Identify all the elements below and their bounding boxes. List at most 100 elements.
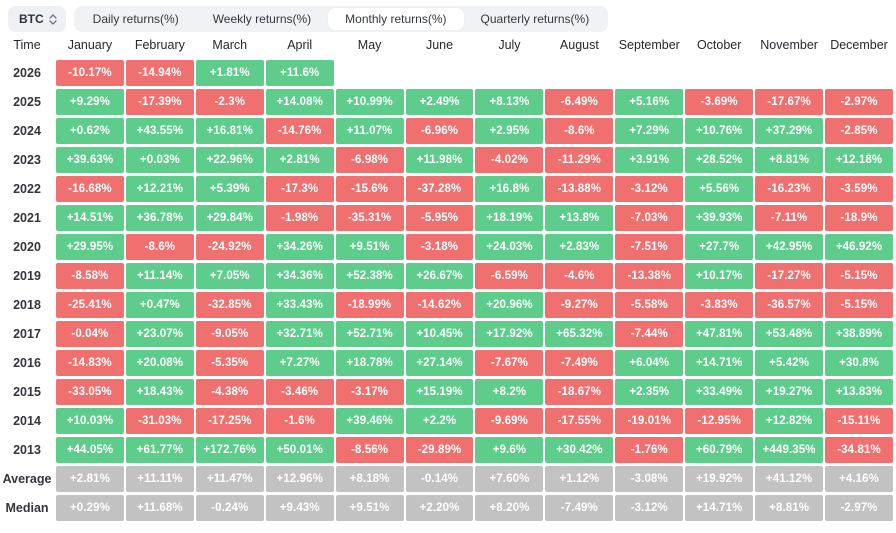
return-cell: -17.25% [195, 408, 264, 434]
return-cell: +14.51% [56, 205, 124, 231]
tab-weekly-returns[interactable]: Weekly returns(%) [212, 12, 312, 26]
column-header-month: March [212, 38, 248, 52]
return-cell: +16.8% [475, 176, 544, 202]
return-cell: +26.67% [405, 263, 474, 289]
table-row: 2016 -14.83% +20.08% -5.35% +7.27% +18.78% +27… [0, 350, 893, 376]
updown-chevrons-icon [49, 13, 57, 25]
return-cell: +11.6% [265, 60, 334, 86]
return-cell: +8.20% [475, 495, 544, 521]
return-cell: -5.58% [615, 292, 684, 318]
return-cell: +9.29% [56, 89, 124, 115]
return-cell: -17.67% [755, 89, 824, 115]
return-cell: -3.46% [265, 379, 334, 405]
return-cell: -3.08% [615, 466, 684, 492]
return-cell: -14.94% [125, 60, 194, 86]
return-cell: -7.03% [615, 205, 684, 231]
return-cell: -7.11% [755, 205, 824, 231]
return-cell: -5.35% [195, 350, 264, 376]
return-cell: +46.92% [825, 234, 893, 260]
return-cell: -5.15% [825, 263, 893, 289]
return-cell: +9.6% [475, 437, 544, 463]
return-cell: +18.43% [125, 379, 194, 405]
return-cell: +38.89% [825, 321, 893, 347]
return-cell: -3.69% [685, 89, 754, 115]
column-header-month: February [134, 38, 185, 52]
return-cell: +14.71% [685, 495, 754, 521]
return-cell: +2.95% [475, 118, 544, 144]
return-cell: -14.83% [56, 350, 124, 376]
returns-period-tabs: Daily returns(%) Weekly returns(%) Month… [73, 6, 609, 32]
return-cell: +11.47% [195, 466, 264, 492]
return-cell: -2.97% [825, 89, 893, 115]
return-cell: +11.14% [125, 263, 194, 289]
return-cell: -33.05% [56, 379, 124, 405]
return-cell: +29.84% [195, 205, 264, 231]
tab-daily-returns[interactable]: Daily returns(%) [92, 12, 179, 26]
return-cell: +36.78% [125, 205, 194, 231]
return-cell: +10.03% [56, 408, 124, 434]
table-row: 2019 -8.58% +11.14% +7.05% +34.36% +52.38% +26… [0, 263, 893, 289]
return-cell: -24.92% [195, 234, 264, 260]
table-row: 2024 +0.62% +43.55% +16.81% -14.76% +11.07% -6… [0, 118, 893, 144]
return-cell: +19.92% [685, 466, 754, 492]
return-cell: +7.60% [475, 466, 544, 492]
return-cell: +7.29% [615, 118, 684, 144]
column-header-month: July [498, 38, 521, 52]
return-cell: -7.49% [545, 495, 614, 521]
return-cell: +29.95% [56, 234, 124, 260]
return-cell: -25.41% [56, 292, 124, 318]
return-cell: +22.96% [195, 147, 264, 173]
return-cell: +30.42% [545, 437, 614, 463]
symbol-selector[interactable]: BTC [8, 6, 66, 32]
return-cell: +12.96% [265, 466, 334, 492]
return-cell: +34.26% [265, 234, 334, 260]
return-cell: +8.18% [335, 466, 404, 492]
return-cell: +41.12% [755, 466, 824, 492]
table-row: 2015 -33.05% +18.43% -4.38% -3.46% -3.17% +15.… [0, 379, 893, 405]
return-cell: -8.56% [335, 437, 404, 463]
table-row: 2021 +14.51% +36.78% +29.84% -1.98% -35.31% -5… [0, 205, 893, 231]
return-cell: +0.03% [125, 147, 194, 173]
return-cell: -6.59% [475, 263, 544, 289]
return-cell: +50.01% [265, 437, 334, 463]
return-cell: -32.85% [195, 292, 264, 318]
row-label: 2018 [13, 298, 41, 312]
row-label: 2020 [13, 240, 41, 254]
return-cell: +0.47% [125, 292, 194, 318]
return-cell: +7.05% [195, 263, 264, 289]
column-header-month: April [287, 38, 313, 52]
return-cell: +11.11% [125, 466, 194, 492]
return-cell: +23.07% [125, 321, 194, 347]
return-cell: -0.04% [56, 321, 124, 347]
return-cell: +33.43% [265, 292, 334, 318]
return-cell: +14.71% [685, 350, 754, 376]
tab-monthly-returns[interactable]: Monthly returns(%) [328, 8, 464, 30]
return-cell: -1.76% [615, 437, 684, 463]
return-cell: +37.29% [755, 118, 824, 144]
return-cell: +44.05% [56, 437, 124, 463]
return-cell: +43.55% [125, 118, 194, 144]
return-cell: -2.3% [195, 89, 264, 115]
return-cell: -9.69% [475, 408, 544, 434]
return-cell: +61.77% [125, 437, 194, 463]
return-cell: +18.78% [335, 350, 404, 376]
return-cell: +34.36% [265, 263, 334, 289]
row-label: 2023 [13, 153, 41, 167]
return-cell: +2.20% [405, 495, 474, 521]
return-cell: -15.6% [335, 176, 404, 202]
column-header-month: September [618, 38, 680, 52]
return-cell: +18.19% [475, 205, 544, 231]
tab-quarterly-returns[interactable]: Quarterly returns(%) [480, 12, 590, 26]
return-cell: -13.88% [545, 176, 614, 202]
return-cell: -5.95% [405, 205, 474, 231]
return-cell: +10.76% [685, 118, 754, 144]
return-cell: -12.95% [685, 408, 754, 434]
return-cell: -13.38% [615, 263, 684, 289]
row-label: Median [5, 501, 49, 515]
row-label: 2024 [13, 124, 41, 138]
return-cell: -3.83% [685, 292, 754, 318]
return-cell: +13.8% [545, 205, 614, 231]
return-cell: -8.58% [56, 263, 124, 289]
corner-header-time: Time [13, 38, 41, 52]
table-row: 2020 +29.95% -8.6% -24.92% +34.26% +9.51% -3.1… [0, 234, 893, 260]
